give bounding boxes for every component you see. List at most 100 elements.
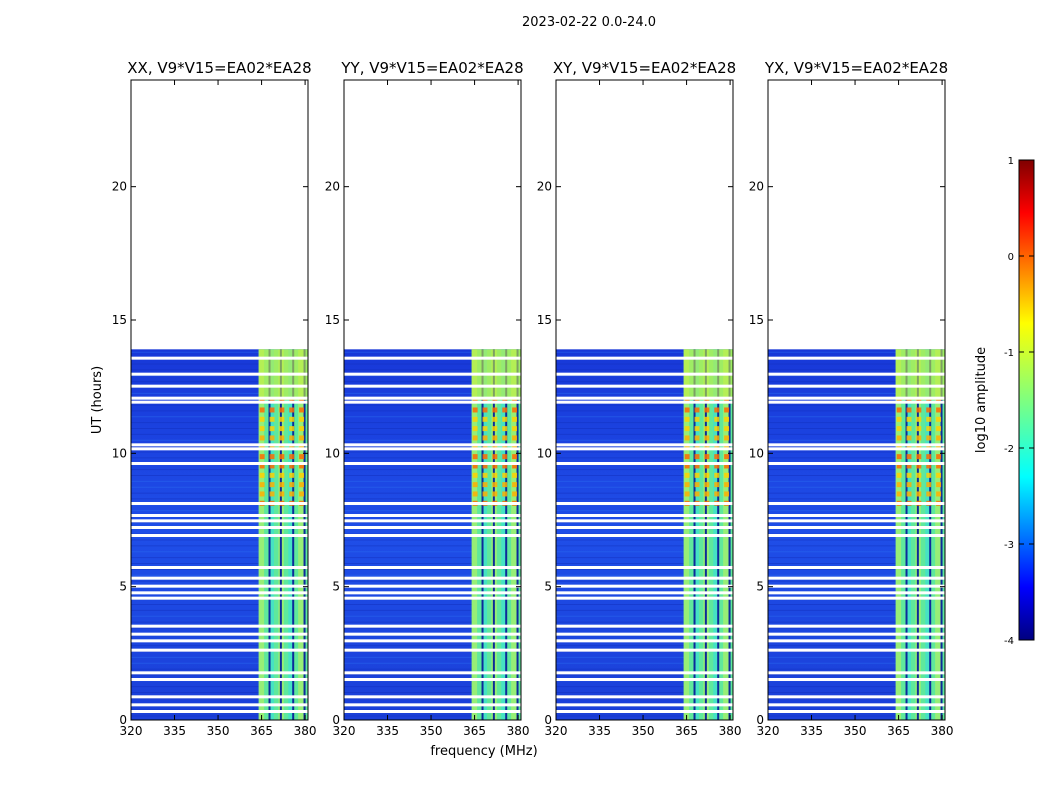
hot-cell xyxy=(259,472,265,478)
colorbar-ticks: 1 0 -1 -2 -3 -4 xyxy=(1004,156,1034,647)
flagged-row xyxy=(768,576,945,580)
flagged-row xyxy=(556,519,733,523)
hot-cell xyxy=(472,416,478,422)
flagged-row xyxy=(556,624,733,628)
panel-title: YX, V9*V15=EA02*EA28 xyxy=(764,59,948,77)
hot-cell xyxy=(512,463,518,469)
flagged-row xyxy=(768,648,945,652)
hot-cell xyxy=(492,454,498,460)
hot-cell xyxy=(714,482,720,488)
hot-cell xyxy=(916,426,922,432)
hot-cell xyxy=(289,472,295,478)
flagged-row xyxy=(131,639,308,643)
flagged-row xyxy=(556,695,733,699)
hot-cell xyxy=(482,426,488,432)
flagged-row xyxy=(131,384,308,388)
hot-cell xyxy=(896,463,902,469)
hot-cell xyxy=(299,454,305,460)
hot-cell xyxy=(926,435,932,441)
colorbar-label: log10 amplitude xyxy=(974,347,989,453)
x-tick-label: 365 xyxy=(250,724,273,738)
flagged-row xyxy=(344,400,521,404)
hot-cell xyxy=(936,454,942,460)
flagged-row xyxy=(556,396,733,400)
hot-cell xyxy=(714,407,720,413)
axes-frame xyxy=(130,79,309,721)
hot-cell xyxy=(492,491,498,497)
hot-cell xyxy=(714,454,720,460)
hot-cell xyxy=(299,482,305,488)
hot-cell xyxy=(936,426,942,432)
hot-cell xyxy=(279,491,285,497)
flagged-row xyxy=(344,384,521,388)
hot-cell xyxy=(492,463,498,469)
flagged-row xyxy=(344,703,521,707)
flagged-row xyxy=(344,632,521,636)
hot-cell xyxy=(502,435,508,441)
colorbar-tick-label: 0 xyxy=(1008,252,1014,263)
hot-cell xyxy=(482,491,488,497)
hot-cell xyxy=(269,463,275,469)
x-tick-label: 380 xyxy=(507,724,530,738)
hot-cell xyxy=(694,491,700,497)
hot-cell xyxy=(724,454,730,460)
y-tick-label: 15 xyxy=(749,313,764,327)
hot-cell xyxy=(926,482,932,488)
flagged-row xyxy=(344,695,521,699)
hot-cell xyxy=(512,398,518,404)
flagged-row xyxy=(556,400,733,404)
hot-cell xyxy=(724,435,730,441)
x-tick-label: 320 xyxy=(545,724,568,738)
hot-cell xyxy=(704,416,710,422)
hot-cell xyxy=(936,435,942,441)
hot-cell xyxy=(724,482,730,488)
hot-cell xyxy=(289,444,295,450)
hot-cell xyxy=(694,435,700,441)
hot-cell xyxy=(269,426,275,432)
flagged-row xyxy=(768,519,945,523)
hot-cell xyxy=(714,463,720,469)
flagged-row xyxy=(131,591,308,595)
flagged-row xyxy=(768,462,945,465)
y-tick-label: 5 xyxy=(332,580,340,594)
hot-cell xyxy=(269,482,275,488)
hot-cell xyxy=(684,482,690,488)
flagged-row xyxy=(344,624,521,628)
hot-cell xyxy=(279,435,285,441)
flagged-row xyxy=(768,632,945,636)
hot-cell xyxy=(502,491,508,497)
hot-cell xyxy=(512,426,518,432)
flagged-row xyxy=(556,591,733,595)
flagged-row xyxy=(131,400,308,404)
flagged-row xyxy=(344,526,521,529)
hot-cell xyxy=(926,416,932,422)
hot-cell xyxy=(289,482,295,488)
suptitle: 2023-02-22 0.0-24.0 xyxy=(522,15,656,30)
x-tick-label: 350 xyxy=(207,724,230,738)
y-tick-label: 15 xyxy=(325,313,340,327)
hot-cell xyxy=(279,416,285,422)
hot-cell xyxy=(259,416,265,422)
hot-cell xyxy=(269,407,275,413)
hot-cell xyxy=(259,482,265,488)
y-tick-label: 20 xyxy=(325,180,340,194)
flagged-row xyxy=(344,566,521,569)
hot-cell xyxy=(269,435,275,441)
flagged-row xyxy=(556,462,733,465)
hot-cell xyxy=(482,472,488,478)
hot-cell xyxy=(926,426,932,432)
flagged-row xyxy=(344,671,521,675)
flagged-row xyxy=(344,519,521,523)
hot-cell xyxy=(259,491,265,497)
hot-cell xyxy=(724,491,730,497)
hot-cell xyxy=(684,444,690,450)
hot-cell xyxy=(259,454,265,460)
hot-cell xyxy=(896,426,902,432)
flagged-row xyxy=(768,502,945,505)
x-tick-label: 380 xyxy=(931,724,954,738)
hot-cell xyxy=(906,472,912,478)
hot-cell xyxy=(694,482,700,488)
flagged-row xyxy=(344,596,521,600)
flagged-row xyxy=(768,447,945,451)
